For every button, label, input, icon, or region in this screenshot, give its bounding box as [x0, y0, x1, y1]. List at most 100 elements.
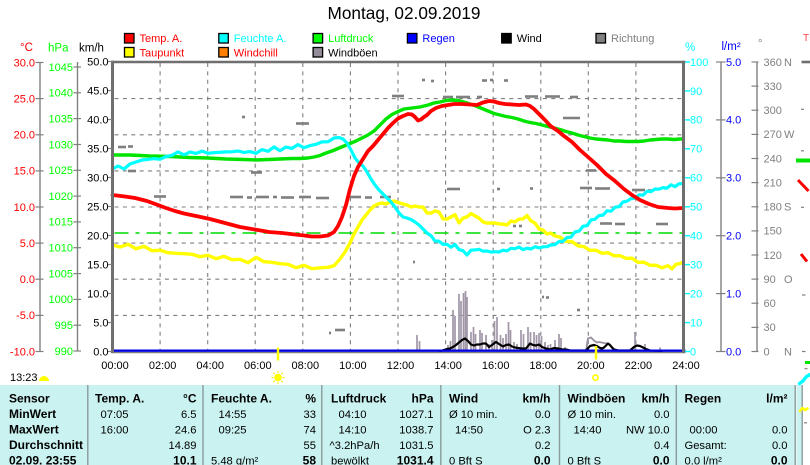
svg-text:0.0: 0.0 — [772, 424, 788, 436]
svg-text:Windböen: Windböen — [568, 391, 626, 405]
svg-text:bewölkt: bewölkt — [331, 456, 370, 465]
svg-text:N: N — [784, 346, 792, 358]
svg-text:0.0: 0.0 — [20, 274, 35, 286]
svg-text:40: 40 — [690, 231, 702, 243]
svg-text:°C: °C — [183, 391, 197, 405]
svg-text:1015: 1015 — [49, 217, 73, 229]
svg-text:S: S — [784, 202, 791, 214]
svg-text:14:55: 14:55 — [219, 409, 247, 421]
svg-text:0.4: 0.4 — [654, 440, 670, 452]
svg-text:NW 10.0: NW 10.0 — [626, 424, 670, 436]
svg-text:0.0: 0.0 — [534, 454, 551, 465]
svg-text:35.0: 35.0 — [87, 143, 108, 155]
svg-text:Durchschnitt: Durchschnitt — [9, 438, 83, 452]
svg-text:07:05: 07:05 — [101, 409, 129, 421]
svg-text:14:00: 14:00 — [434, 360, 462, 372]
svg-text:^3.2hPa/h: ^3.2hPa/h — [330, 440, 380, 452]
svg-text:MinWert: MinWert — [9, 407, 56, 421]
svg-text:60: 60 — [764, 298, 776, 310]
svg-text:30: 30 — [764, 322, 776, 334]
svg-text:5.0: 5.0 — [93, 317, 108, 329]
svg-text:74: 74 — [304, 424, 316, 436]
svg-text:km/h: km/h — [641, 391, 669, 405]
svg-text:20.0: 20.0 — [87, 230, 108, 242]
svg-text:Ø 10 min.: Ø 10 min. — [568, 409, 617, 421]
svg-text:Windchill: Windchill — [234, 47, 278, 59]
svg-text:1030: 1030 — [49, 139, 73, 151]
svg-text:30: 30 — [690, 259, 702, 271]
svg-text:0.0: 0.0 — [726, 346, 741, 358]
svg-text:40.0: 40.0 — [87, 114, 108, 126]
svg-text:990: 990 — [55, 346, 73, 358]
svg-text:4.0: 4.0 — [726, 115, 741, 127]
svg-text:100: 100 — [690, 57, 708, 69]
svg-text:10.1: 10.1 — [173, 454, 197, 465]
svg-text:330: 330 — [764, 81, 782, 93]
svg-text:1045: 1045 — [49, 62, 73, 74]
svg-text:210: 210 — [764, 177, 782, 189]
svg-text:Temp. A.: Temp. A. — [95, 391, 144, 405]
svg-text:Feuchte A.: Feuchte A. — [234, 33, 287, 45]
svg-text:50: 50 — [690, 202, 702, 214]
svg-text:1027.1: 1027.1 — [399, 409, 433, 421]
svg-text:16:00: 16:00 — [101, 424, 129, 436]
svg-text:04:00: 04:00 — [196, 360, 224, 372]
svg-text:30.0: 30.0 — [14, 57, 35, 69]
svg-text:15.0: 15.0 — [14, 166, 35, 178]
svg-text:N: N — [784, 57, 792, 69]
svg-text:-5.0: -5.0 — [16, 310, 35, 322]
svg-text:1025: 1025 — [49, 165, 73, 177]
svg-text:30.0: 30.0 — [87, 172, 108, 184]
svg-text:0.0: 0.0 — [535, 409, 551, 421]
svg-text:04:10: 04:10 — [339, 409, 367, 421]
svg-text:km/h: km/h — [522, 391, 550, 405]
svg-text:0.0: 0.0 — [772, 440, 788, 452]
svg-text:20:00: 20:00 — [577, 360, 605, 372]
svg-text:10.0: 10.0 — [14, 202, 35, 214]
svg-text:1031.5: 1031.5 — [399, 440, 433, 452]
svg-text:0.2: 0.2 — [535, 440, 551, 452]
svg-text:km/h: km/h — [79, 43, 104, 55]
svg-text:Wind: Wind — [517, 33, 542, 45]
svg-text:0.0: 0.0 — [654, 409, 670, 421]
svg-text:16:00: 16:00 — [482, 360, 510, 372]
svg-text:08:00: 08:00 — [292, 360, 320, 372]
svg-text:14.89: 14.89 — [169, 440, 197, 452]
svg-text:00:00: 00:00 — [101, 360, 129, 372]
svg-text:5.0: 5.0 — [20, 238, 35, 250]
svg-text:995: 995 — [55, 320, 73, 332]
svg-text:Ø 10 min.: Ø 10 min. — [449, 409, 498, 421]
svg-text:Richtung: Richtung — [611, 33, 654, 45]
svg-text:70: 70 — [690, 144, 702, 156]
svg-text:10: 10 — [690, 317, 702, 329]
svg-text:1035: 1035 — [49, 113, 73, 125]
svg-text:0 Bft S: 0 Bft S — [568, 456, 602, 465]
svg-text:24.6: 24.6 — [175, 424, 197, 436]
svg-text:%: % — [305, 391, 316, 405]
svg-text:1010: 1010 — [49, 243, 73, 255]
svg-text:120: 120 — [764, 250, 782, 262]
svg-text:2.0: 2.0 — [726, 231, 741, 243]
svg-text:300: 300 — [764, 105, 782, 117]
svg-text:90: 90 — [764, 274, 776, 286]
svg-text:Luftdruck: Luftdruck — [328, 33, 374, 45]
svg-text:60: 60 — [690, 173, 702, 185]
svg-text:%: % — [685, 42, 695, 54]
svg-text:270: 270 — [764, 129, 782, 141]
svg-text:12:00: 12:00 — [387, 360, 415, 372]
svg-text:80: 80 — [690, 115, 702, 127]
svg-text:0.0: 0.0 — [771, 454, 788, 465]
svg-text:1020: 1020 — [49, 191, 73, 203]
svg-text:Windböen: Windböen — [328, 47, 378, 59]
svg-text:25.0: 25.0 — [14, 93, 35, 105]
svg-text:W: W — [784, 129, 795, 141]
svg-text:02.09. 23:55: 02.09. 23:55 — [9, 454, 77, 465]
svg-text:O: O — [784, 274, 793, 286]
svg-text:360: 360 — [764, 57, 782, 69]
svg-text:Regen: Regen — [685, 391, 722, 405]
svg-text:1005: 1005 — [49, 268, 73, 280]
svg-text:3.0: 3.0 — [726, 173, 741, 185]
svg-text:06:00: 06:00 — [244, 360, 272, 372]
svg-text:90: 90 — [690, 86, 702, 98]
svg-text:02:00: 02:00 — [149, 360, 177, 372]
